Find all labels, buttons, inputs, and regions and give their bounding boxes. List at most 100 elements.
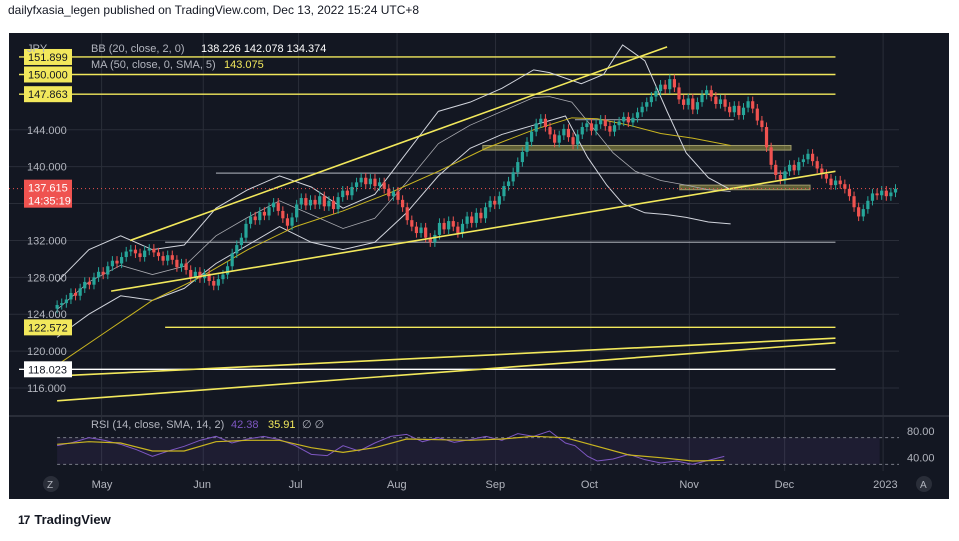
candle-body xyxy=(207,273,211,282)
candle-body xyxy=(635,112,640,118)
candle-body xyxy=(87,281,91,285)
publisher-line: dailyfxasia_legen published on TradingVi… xyxy=(8,3,420,17)
candle-body xyxy=(225,266,230,275)
price-level-tag-label: 150.000 xyxy=(28,69,68,81)
candle-body xyxy=(189,269,193,278)
candle-body xyxy=(193,271,197,278)
trendline xyxy=(57,337,836,377)
candle-body xyxy=(787,164,792,172)
timezone-button-label: Z xyxy=(47,480,53,491)
candle-body xyxy=(829,178,833,186)
candle-body xyxy=(198,271,202,279)
candle-body xyxy=(221,274,225,280)
candle-body xyxy=(497,196,501,205)
candle-body xyxy=(120,257,124,264)
candle-body xyxy=(143,250,147,258)
candle-body xyxy=(838,180,842,185)
candle-body xyxy=(419,227,423,234)
price-level-tag xyxy=(24,48,72,65)
candle-body xyxy=(235,245,239,254)
auto-scale-button xyxy=(916,476,932,492)
candle-body xyxy=(608,126,612,132)
candle-body xyxy=(705,90,709,95)
candle-body xyxy=(244,223,248,238)
candle-body xyxy=(553,134,557,143)
candle-body xyxy=(60,303,64,305)
candle-body xyxy=(769,147,773,165)
candle-body xyxy=(262,211,267,216)
price-tick-label: 128.000 xyxy=(27,272,67,284)
candle-body xyxy=(649,96,653,103)
candle-body xyxy=(368,178,372,185)
price-chart-svg[interactable]: 144.000140.000136.000132.000128.000124.0… xyxy=(9,33,949,499)
candle-body xyxy=(184,263,188,270)
candle-body xyxy=(248,216,253,224)
candle-body xyxy=(589,123,594,131)
candle-body xyxy=(253,216,257,221)
candle-body xyxy=(267,207,271,216)
candle-body xyxy=(737,105,741,116)
candle-body xyxy=(718,99,723,104)
candle-body xyxy=(810,153,815,162)
rsi-tick-label: 40.00 xyxy=(907,453,935,465)
candle-body xyxy=(166,255,170,261)
candle-body xyxy=(290,217,294,226)
ma-legend-label: MA (50, close, 0, SMA, 5) xyxy=(91,59,216,71)
candle-body xyxy=(447,221,451,230)
candle-body xyxy=(391,191,395,197)
trendline xyxy=(57,341,836,402)
chart-panel[interactable]: 144.000140.000136.000132.000128.000124.0… xyxy=(9,33,949,499)
candle-body xyxy=(686,98,690,105)
candle-body xyxy=(414,226,419,234)
candle-body xyxy=(483,207,488,219)
candle-body xyxy=(69,292,73,300)
candle-body xyxy=(792,164,796,171)
trendline xyxy=(129,46,668,242)
candle-body xyxy=(354,182,359,187)
candle-body xyxy=(424,227,428,238)
auto-scale-button-label: A xyxy=(920,480,927,491)
candle-body xyxy=(64,299,68,304)
candle-body xyxy=(889,192,893,197)
candle-body xyxy=(106,266,110,275)
candle-body xyxy=(861,209,865,217)
time-tick-label: Nov xyxy=(679,479,699,491)
candle-body xyxy=(645,102,649,107)
candle-body xyxy=(331,200,336,210)
candle-body xyxy=(723,99,727,107)
candle-body xyxy=(239,237,243,246)
price-level-tag-label: 122.572 xyxy=(28,322,68,334)
candle-body xyxy=(870,193,875,201)
rsi-tick-label: 80.00 xyxy=(907,426,935,438)
candle-body xyxy=(442,222,446,230)
candle-body xyxy=(115,260,119,264)
candle-body xyxy=(764,127,769,148)
candle-body xyxy=(691,98,695,110)
candle-body xyxy=(700,94,704,103)
candle-body xyxy=(179,263,184,268)
time-tick-label: 2023 xyxy=(873,479,897,491)
candle-body xyxy=(516,162,520,173)
candle-body xyxy=(281,210,285,219)
candle-body xyxy=(470,216,474,223)
candle-body xyxy=(101,271,105,275)
candle-body xyxy=(78,288,82,296)
price-level-tag xyxy=(24,361,72,378)
candle-body xyxy=(640,106,644,113)
rsi-value-b: 35.91 xyxy=(268,419,296,431)
candle-body xyxy=(875,193,879,196)
candle-body xyxy=(322,196,326,207)
tradingview-footer[interactable]: 17 TradingView xyxy=(18,512,111,527)
time-tick-label: Jun xyxy=(193,479,211,491)
candle-body xyxy=(548,127,552,135)
candle-body xyxy=(410,220,414,227)
candle-body xyxy=(96,271,101,278)
candle-body xyxy=(110,260,115,267)
bollinger-lower-band xyxy=(56,115,731,338)
candle-body xyxy=(377,182,382,187)
rsi-legend-label: RSI (14, close, SMA, 14, 2) xyxy=(91,419,224,431)
price-level-tag-label: 147.863 xyxy=(28,89,68,101)
candle-body xyxy=(760,120,764,128)
candle-body xyxy=(612,125,617,132)
candle-body xyxy=(728,106,732,113)
